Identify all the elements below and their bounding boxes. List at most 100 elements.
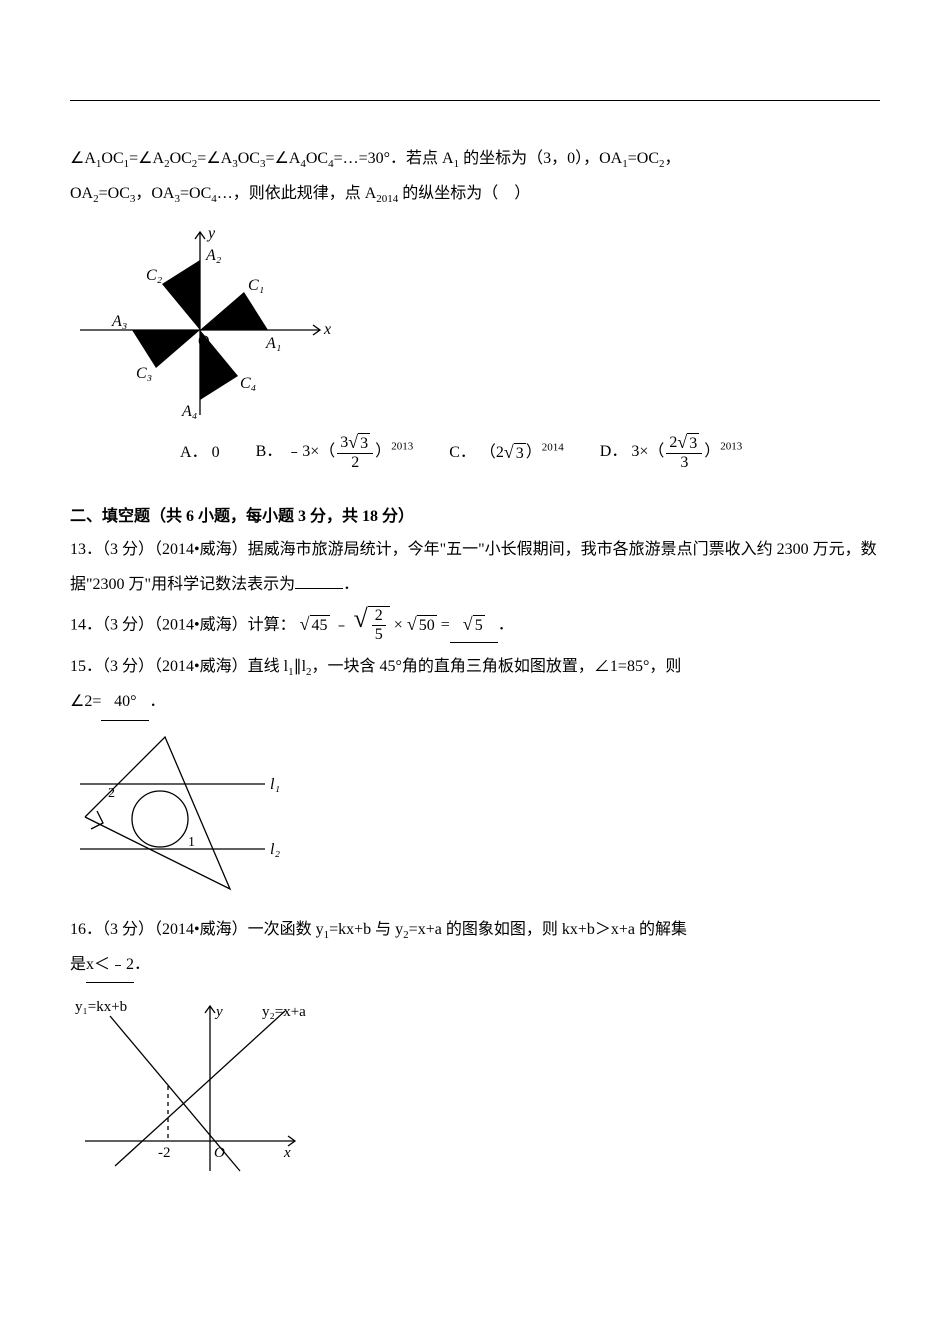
label-C1: C₁ (248, 277, 264, 294)
q15-figure: l₁ l₂ 1 2 (70, 729, 880, 904)
label-neg2: -2 (158, 1145, 171, 1161)
q15: 15．（3 分）（2014•威海）直线 l1∥l2，一块含 45°角的直角三角板… (70, 649, 880, 721)
label-A4: A₄ (181, 403, 197, 420)
txt: ∠A (70, 150, 96, 167)
q12-text: ∠A1OC1=∠A2OC2=∠A3OC3=∠A4OC4=…=30°．若点 A1 … (70, 141, 880, 212)
label: C． (449, 444, 476, 461)
linear-functions-graph: y₁=kx+b y₂=x+a y x O -2 (70, 991, 320, 1181)
txt: OC (238, 150, 260, 167)
t: 是 (70, 956, 86, 973)
t: =x+a 的图象如图，则 kx+b＞x+a 的解集 (409, 921, 687, 938)
eq: = (441, 616, 450, 633)
txt: =∠A (265, 150, 300, 167)
txt: =OC (180, 185, 211, 202)
t: ，一块含 45°角的直角三角板如图放置，∠1=85°，则 (312, 658, 682, 675)
exp: 2013 (391, 440, 413, 452)
sqrt-frac: √25 (354, 606, 390, 645)
txt: 的纵坐标为（ ） (398, 185, 530, 202)
section2-title: 二、填空题（共 6 小题，每小题 3 分，共 18 分） (70, 502, 880, 526)
txt: OA (70, 185, 93, 202)
label-A2: A₂ (205, 247, 222, 264)
t: ∠2= (70, 693, 101, 710)
label-y1: y₁=kx+b (75, 999, 127, 1015)
t: =kx+b 与 y (329, 921, 403, 938)
txt: OC (101, 150, 123, 167)
post: ） (526, 444, 542, 461)
pre: （2 (480, 444, 504, 461)
answer-blank: √5 (450, 607, 498, 643)
fraction: 2√33 (666, 433, 702, 472)
q12-figure: y x O A₁ C₁ A₂ C₂ A₃ C₃ A₄ C₄ (70, 220, 880, 425)
label-y: y (214, 1004, 223, 1020)
txt: …，则依此规律，点 A (217, 185, 377, 202)
minus: ﹣ (334, 616, 350, 633)
label-A1: A₁ (265, 335, 281, 352)
txt: OC (170, 150, 192, 167)
exp: 2014 (542, 441, 564, 453)
den: 3 (677, 454, 691, 472)
arg: 50 (417, 615, 437, 635)
post: ） (375, 443, 391, 460)
arg: 45 (310, 615, 330, 635)
label-C3: C₃ (136, 365, 152, 382)
page-content: ∠A1OC1=∠A2OC2=∠A3OC3=∠A4OC4=…=30°．若点 A1 … (70, 100, 880, 1186)
txt: =OC (99, 185, 130, 202)
val: 0 (212, 444, 220, 461)
choice-a: A． 0 (180, 435, 220, 470)
label-x: x (283, 1145, 291, 1161)
label-O: O (198, 333, 210, 350)
label: A． (180, 444, 208, 461)
t: ∥l (294, 658, 306, 675)
t: 15．（3 分）（2014•威海）直线 l (70, 658, 288, 675)
period: ． (134, 956, 150, 973)
triangle-lines-diagram: l₁ l₂ 1 2 (70, 729, 300, 899)
label: D． (600, 443, 628, 460)
label-y2: y₂=x+a (262, 1004, 306, 1020)
choice-b: B． ﹣3×（3√32）2013 (256, 433, 414, 472)
label-l1: l₁ (270, 776, 280, 793)
den: 2 (348, 454, 362, 472)
t: 16．（3 分）（2014•威海）一次函数 y (70, 921, 324, 938)
q16: 16．（3 分）（2014•威海）一次函数 y1=kx+b 与 y2=x+a 的… (70, 912, 880, 984)
times: × (394, 616, 403, 633)
txt: ， (665, 150, 681, 167)
pre: 3×（ (631, 443, 664, 460)
coef: 3 (340, 434, 348, 451)
angle-1: 1 (188, 835, 195, 850)
blank (295, 588, 343, 589)
sqrt45: √45 (300, 615, 330, 635)
angle-2: 2 (108, 786, 115, 801)
txt: =∠A (197, 150, 232, 167)
period: ． (149, 693, 165, 710)
txt: =∠A (129, 150, 164, 167)
txt: 的坐标为（3，0），OA (459, 150, 622, 167)
label-C4: C₄ (240, 375, 256, 392)
fraction: 3√32 (337, 433, 373, 472)
text: 14．（3 分）（2014•威海）计算： (70, 616, 296, 633)
den: 5 (372, 626, 386, 644)
label-y: y (206, 225, 216, 242)
text: 13．（3 分）（2014•威海）据威海市旅游局统计，今年"五一"小长假期间，我… (70, 541, 877, 593)
sub: 2014 (376, 194, 398, 206)
sqrt50: √50 (407, 615, 437, 635)
label: B． (256, 443, 283, 460)
txt: OC (306, 150, 328, 167)
num: 2 (372, 607, 386, 626)
rad-arg: 3 (514, 443, 526, 463)
rad-arg: 3 (687, 433, 699, 453)
windmill-diagram: y x O A₁ C₁ A₂ C₂ A₃ C₃ A₄ C₄ (70, 220, 340, 420)
label-l2: l₂ (270, 841, 280, 858)
q13: 13．（3 分）（2014•威海）据威海市旅游局统计，今年"五一"小长假期间，我… (70, 532, 880, 602)
arg: 5 (473, 615, 485, 635)
answer-blank: x＜﹣2 (86, 947, 134, 983)
rad-arg: 3 (358, 433, 370, 453)
q16-figure: y₁=kx+b y₂=x+a y x O -2 (70, 991, 880, 1186)
label-A3: A₃ (111, 313, 127, 330)
exp: 2013 (720, 440, 742, 452)
coef: 2 (669, 434, 677, 451)
txt: ，OA (135, 185, 174, 202)
txt: =…=30°．若点 A (334, 150, 454, 167)
pre: ﹣3×（ (286, 443, 335, 460)
period: ． (343, 576, 359, 593)
answer-blank: 40° (101, 684, 149, 720)
